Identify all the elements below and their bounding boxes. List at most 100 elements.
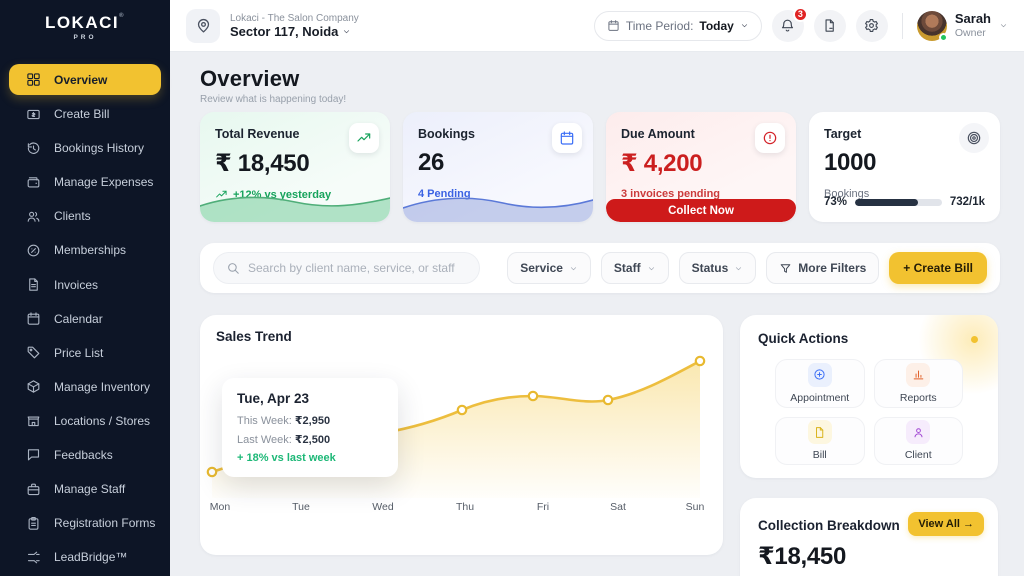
brand-tier: PRO: [73, 34, 97, 41]
quick-action-bill[interactable]: Bill: [775, 416, 865, 465]
search-box[interactable]: [213, 252, 480, 284]
quick-action-client[interactable]: Client: [873, 416, 963, 465]
package-icon: [27, 380, 40, 393]
quick-actions-grid: Appointment Reports Bill Client: [775, 359, 963, 465]
service-filter-dropdown[interactable]: Service: [507, 252, 591, 284]
x-axis-label: Mon: [209, 501, 231, 513]
sidebar-nav: Overview Create Bill Bookings History Ma…: [0, 63, 170, 574]
staff-filter-dropdown[interactable]: Staff: [600, 252, 669, 284]
sales-trend-card: Sales Trend Mon Tue Wed Thu Fri Sat Sun …: [200, 315, 723, 555]
due-value: ₹ 4,200: [621, 150, 703, 177]
sidebar-item-label: Registration Forms: [54, 516, 156, 531]
sidebar-item-feedbacks[interactable]: Feedbacks: [0, 438, 170, 472]
documents-button[interactable]: [813, 9, 846, 42]
sidebar-item-bookings-history[interactable]: Bookings History: [0, 131, 170, 165]
bookings-value: 26: [418, 149, 445, 176]
sidebar-item-label: Manage Inventory: [54, 379, 151, 394]
progress-fill: [855, 198, 919, 206]
more-filters-button[interactable]: More Filters: [766, 252, 880, 284]
file-icon: [816, 426, 824, 438]
user-role: Owner: [954, 26, 986, 39]
profile-menu[interactable]: Sarah Owner: [916, 10, 1008, 42]
sidebar-item-label: Locations / Stores: [54, 413, 151, 428]
chevron-down-icon: [570, 266, 577, 270]
calendar-icon: [608, 20, 619, 31]
document-icon: [825, 19, 835, 32]
alert-circle-icon: [763, 131, 777, 145]
collect-now-button[interactable]: Collect Now: [606, 199, 796, 222]
time-period-label: Time Period:: [625, 18, 694, 33]
chevron-down-icon: [648, 266, 654, 270]
branch-selector[interactable]: Lokaci - The Salon Company Sector 117, N…: [230, 13, 359, 39]
collection-breakdown-card: Collection Breakdown View All → ₹18,450: [740, 498, 998, 576]
notifications-button[interactable]: 3: [771, 6, 808, 42]
sidebar-item-price-list[interactable]: Price List: [0, 336, 170, 370]
quick-action-appointment[interactable]: Appointment: [775, 359, 865, 408]
sidebar-item-manage-staff[interactable]: Manage Staff: [0, 472, 170, 506]
funnel-icon: [780, 263, 791, 273]
x-axis-label: Sat: [610, 501, 626, 513]
sidebar-item-clients[interactable]: Clients: [0, 199, 170, 233]
tooltip-this-week-label: This Week:: [237, 415, 292, 427]
view-all-button[interactable]: View All →: [908, 512, 984, 536]
due-pending: 3 invoices pending: [621, 188, 721, 200]
progress-track: [855, 198, 942, 206]
filter-toolbar: Service Staff Status More Filters + Crea…: [200, 243, 1000, 293]
status-filter-dropdown[interactable]: Status: [678, 252, 757, 284]
sidebar-item-calendar[interactable]: Calendar: [0, 302, 170, 336]
gear-icon: [865, 19, 879, 32]
x-axis-label: Fri: [536, 501, 550, 513]
sidebar-item-leadbridge[interactable]: LeadBridge™: [0, 540, 170, 574]
avatar: [916, 10, 948, 42]
quick-actions-card: Quick Actions Appointment Reports Bill C…: [740, 315, 998, 478]
accent-dot: [971, 336, 978, 343]
x-axis-label: Sun: [685, 501, 705, 513]
sidebar-item-manage-expenses[interactable]: Manage Expenses: [0, 165, 170, 199]
chevron-down-icon: [741, 24, 747, 28]
settings-button[interactable]: [855, 9, 888, 42]
sidebar-item-label: Calendar: [54, 311, 103, 326]
total-revenue-card: Total Revenue ₹ 18,450 +12% vs yesterday: [200, 112, 390, 222]
wallet-icon: [27, 176, 40, 188]
sales-trend-title: Sales Trend: [216, 329, 292, 344]
x-axis-label: Thu: [455, 501, 475, 513]
header: Lokaci - The Salon Company Sector 117, N…: [170, 0, 1024, 52]
x-axis-label: Tue: [292, 501, 310, 513]
sidebar-item-label: LeadBridge™: [54, 550, 128, 565]
search-input[interactable]: [248, 261, 467, 275]
card-title: Bookings: [418, 127, 475, 141]
sidebar-item-label: Manage Expenses: [54, 175, 154, 190]
time-period-selector[interactable]: Time Period: Today: [593, 10, 762, 41]
wave-decoration: [200, 196, 390, 222]
wave-decoration: [403, 197, 593, 222]
create-bill-button[interactable]: + Create Bill: [889, 252, 987, 284]
sidebar-item-locations-stores[interactable]: Locations / Stores: [0, 404, 170, 438]
bill-icon: [27, 109, 40, 119]
notification-badge: 3: [792, 6, 808, 22]
time-period-value: Today: [699, 18, 734, 33]
sidebar-item-manage-inventory[interactable]: Manage Inventory: [0, 370, 170, 404]
target-value: 1000: [824, 149, 877, 176]
chevron-down-icon: [1000, 24, 1007, 28]
sidebar-item-create-bill[interactable]: Create Bill: [0, 97, 170, 131]
quick-action-reports[interactable]: Reports: [873, 359, 963, 408]
page-title: Overview: [200, 66, 300, 91]
tag-icon: [27, 346, 40, 359]
brand-logo: LOKACI® PRO: [0, 0, 170, 41]
card-title: Target: [824, 127, 862, 141]
sidebar-item-invoices[interactable]: Invoices: [0, 267, 170, 301]
trending-up-icon: [216, 190, 227, 198]
location-pin-button[interactable]: [186, 8, 220, 43]
calendar-icon: [27, 312, 40, 325]
target-card: Target 1000 Bookings 73% 732/1k: [809, 112, 1000, 222]
sidebar-item-registration-forms[interactable]: Registration Forms: [0, 506, 170, 540]
search-icon: [228, 263, 239, 274]
sidebar-item-label: Feedbacks: [54, 447, 113, 462]
briefcase-icon: [27, 483, 40, 495]
bookings-card: Bookings 26 4 Pending: [403, 112, 593, 222]
sidebar: LOKACI® PRO Overview Create Bill Booking…: [0, 0, 170, 576]
sidebar-item-label: Memberships: [54, 243, 127, 258]
sidebar-item-memberships[interactable]: Memberships: [0, 233, 170, 267]
sidebar-item-overview[interactable]: Overview: [9, 64, 161, 95]
